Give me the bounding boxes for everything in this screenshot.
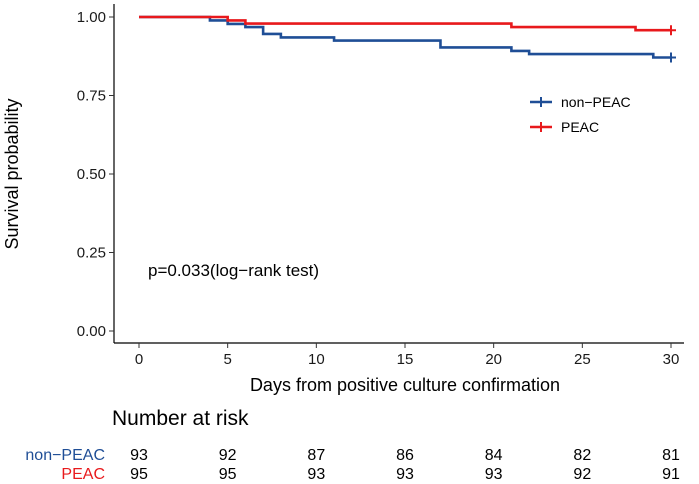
risk-count-peac: 92 [573,466,591,483]
survival-curves [139,15,676,63]
y-tick-label: 0.75 [77,88,106,105]
risk-count-peac: 91 [662,466,680,483]
risk-count-peac: 95 [130,466,148,483]
x-tick-label: 15 [397,351,414,368]
risk-count-non-peac: 81 [662,447,680,464]
censor-mark-peac [666,25,676,36]
legend-label-peac: PEAC [561,119,599,135]
y-tick-label: 0.50 [77,166,106,183]
x-tick-label: 20 [485,351,502,368]
p-value-annotation: p=0.033(log−rank test) [148,261,319,280]
legend: non−PEAC PEAC [530,94,631,135]
y-tick-label: 1.00 [77,9,106,26]
curve-peac [139,15,671,32]
legend-label-non-peac: non−PEAC [561,94,631,110]
x-tick-label: 0 [135,351,143,368]
x-axis-title: Days from positive culture confirmation [250,375,560,395]
risk-table-title: Number at risk [112,407,249,430]
risk-count-peac: 93 [485,466,503,483]
y-tick-label: 0.00 [77,323,106,340]
risk-count-peac: 93 [307,466,325,483]
risk-count-non-peac: 86 [396,447,414,464]
curve-non-peac [139,15,671,59]
risk-row-label-non-peac: non−PEAC [25,447,105,464]
risk-count-non-peac: 92 [219,447,237,464]
risk-count-non-peac: 84 [485,447,503,464]
risk-count-peac: 95 [219,466,237,483]
y-axis-ticks: 0.00 0.25 0.50 0.75 1.00 [77,9,114,340]
risk-count-non-peac: 87 [307,447,325,464]
risk-row-label-peac: PEAC [61,466,105,483]
x-tick-label: 10 [308,351,325,368]
risk-count-non-peac: 93 [130,447,148,464]
risk-count-peac: 93 [396,466,414,483]
x-axis-ticks: 0 5 10 15 20 25 30 [135,343,680,368]
risk-count-non-peac: 82 [573,447,591,464]
censor-mark-non-peac [666,52,676,63]
y-tick-label: 0.25 [77,245,106,262]
x-tick-label: 30 [663,351,680,368]
x-tick-label: 25 [574,351,591,368]
x-tick-label: 5 [223,351,231,368]
y-axis-title: Survival probability [2,98,22,249]
risk-table: non−PEAC 93 92 87 86 84 82 81 PEAC 95 95 93 93 93 92 91 [25,447,680,483]
